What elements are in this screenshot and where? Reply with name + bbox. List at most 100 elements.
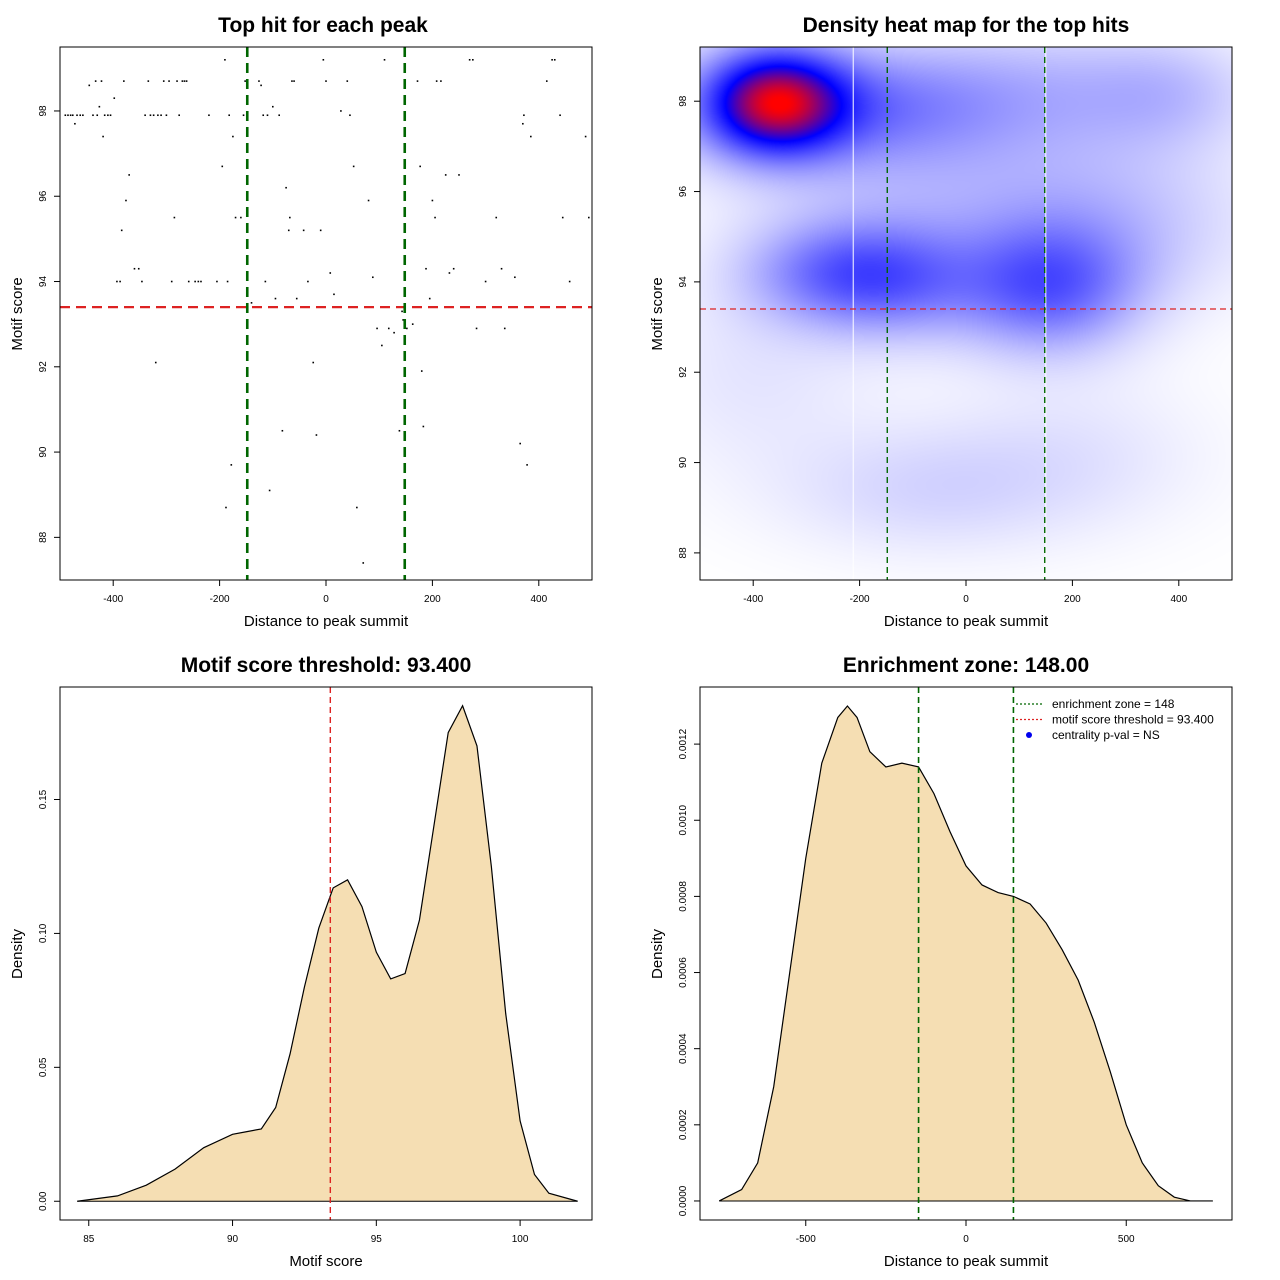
data-point	[147, 80, 150, 82]
data-point	[268, 489, 271, 492]
data-point	[526, 464, 528, 466]
data-point	[94, 80, 97, 82]
data-point	[92, 114, 94, 117]
data-point	[434, 216, 436, 219]
data-point	[133, 267, 136, 270]
density-curve	[718, 705, 1213, 1202]
y-tick-label: 88	[678, 547, 689, 559]
x-tick-label: 200	[1064, 594, 1081, 605]
data-point	[262, 114, 265, 117]
x-axis-label: Distance to peak summit	[244, 613, 409, 630]
density-area	[77, 705, 578, 1202]
data-point	[242, 114, 245, 117]
data-point	[103, 114, 106, 117]
chart-title: Top hit for each peak	[218, 14, 428, 37]
data-point	[431, 199, 434, 202]
data-point	[312, 361, 315, 364]
data-point	[260, 84, 262, 87]
data-point	[96, 114, 99, 117]
data-point	[107, 114, 109, 117]
data-point	[315, 434, 318, 436]
data-point	[274, 297, 277, 300]
data-point	[225, 506, 227, 509]
data-point	[401, 310, 403, 313]
x-tick-label: 500	[1118, 1234, 1135, 1245]
y-tick-label: 0.0000	[678, 1185, 689, 1216]
data-point	[329, 272, 332, 274]
data-point	[416, 80, 419, 82]
score-density-panel: Motif score threshold: 93.400 Motif scor…	[0, 640, 640, 1280]
score-density-chart: Motif score threshold: 93.400 Motif scor…	[9, 654, 593, 1270]
data-point	[372, 276, 374, 279]
y-axis-label: Motif score	[9, 277, 26, 350]
x-tick-label: 0	[323, 594, 329, 605]
data-point	[125, 199, 127, 202]
data-point	[232, 135, 234, 138]
data-point	[160, 114, 162, 117]
data-point	[472, 58, 474, 61]
plot-frame	[59, 686, 593, 1221]
data-point	[484, 280, 487, 283]
data-point	[340, 110, 342, 112]
data-point	[244, 80, 246, 82]
data-point	[197, 280, 200, 283]
data-point	[381, 344, 383, 347]
data-point	[291, 80, 293, 82]
data-point	[352, 165, 355, 168]
data-point	[185, 80, 188, 82]
data-point	[216, 280, 218, 283]
data-point	[266, 114, 269, 117]
plot-frame	[59, 46, 593, 581]
data-point	[119, 280, 121, 283]
data-point	[123, 80, 125, 82]
data-point	[553, 58, 556, 61]
data-point	[435, 80, 438, 82]
x-tick-label: 100	[512, 1234, 529, 1245]
x-tick-label: 85	[83, 1234, 95, 1245]
data-point	[168, 80, 170, 82]
legend-label: motif score threshold = 93.400	[1052, 713, 1214, 727]
data-point	[523, 114, 525, 117]
data-point	[500, 267, 503, 270]
y-tick-label: 90	[38, 446, 49, 458]
data-point	[411, 323, 414, 325]
data-point	[419, 165, 421, 168]
data-point	[71, 114, 74, 117]
x-tick-label: 400	[530, 594, 547, 605]
data-point	[356, 506, 358, 509]
data-point	[170, 280, 173, 283]
data-point	[165, 114, 168, 117]
data-point	[285, 186, 287, 189]
data-point	[258, 80, 260, 82]
data-point	[137, 267, 140, 270]
data-point	[234, 216, 237, 219]
density-heat-image	[700, 47, 1232, 580]
data-point	[109, 114, 112, 117]
data-point	[475, 327, 478, 330]
data-point	[289, 216, 291, 219]
y-tick-label: 0.0002	[678, 1109, 689, 1140]
y-tick-label: 92	[678, 366, 689, 378]
data-point	[272, 105, 274, 108]
data-point	[402, 319, 404, 321]
x-axis-label: Distance to peak summit	[884, 613, 1049, 630]
data-point	[194, 280, 196, 283]
data-point	[307, 280, 309, 283]
data-point	[561, 216, 564, 219]
chart-title: Enrichment zone: 148.00	[843, 654, 1089, 677]
data-point	[128, 174, 130, 176]
x-tick-label: 0	[963, 1234, 969, 1245]
y-tick-label: 96	[38, 190, 49, 202]
y-tick-label: 0.0008	[678, 881, 689, 912]
legend-swatch	[1026, 732, 1032, 738]
data-point	[322, 58, 325, 61]
data-point	[181, 80, 184, 82]
data-point	[468, 58, 471, 61]
data-point	[228, 114, 230, 117]
x-tick-label: 400	[1170, 594, 1187, 605]
y-tick-label: 0.05	[38, 1057, 49, 1077]
data-point	[393, 331, 395, 334]
data-point	[448, 272, 451, 274]
plot-frame	[699, 686, 1233, 1221]
data-point	[76, 114, 78, 117]
